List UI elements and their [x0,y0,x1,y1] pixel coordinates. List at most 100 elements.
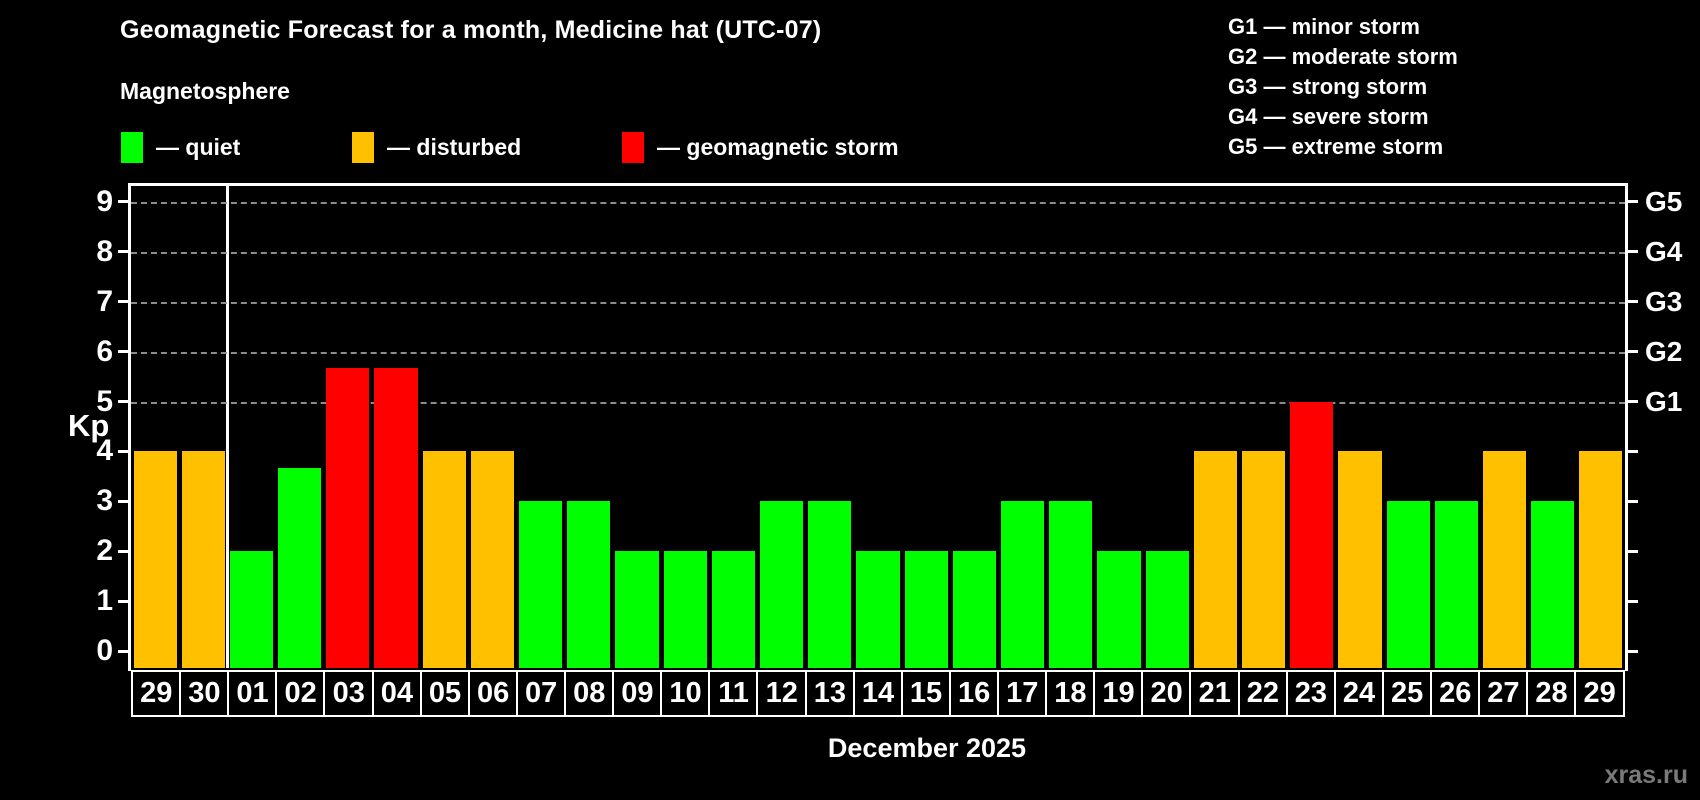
right-tick-9 [1625,200,1638,204]
date-box-15: 15 [900,670,952,717]
gridline-kp-7 [131,301,1625,304]
y-tick-label-9: 9 [96,184,113,218]
x-axis-date-row: 29 30 01 02 03 04 05 06 07 08 09 10 11 12 13 14 15 16 17 18… [131,670,1625,717]
legend-label-quiet: — quiet [156,133,241,160]
y-tick-label-1: 1 [96,584,113,618]
y-tick-3 [118,499,131,503]
kp-bar-01 [229,551,274,668]
y-tick-label-3: 3 [96,484,113,518]
kp-bar-30 [181,451,225,668]
y-tick-0 [118,649,131,653]
y-axis-title: Kp [68,408,110,443]
date-box-18: 18 [1045,670,1096,717]
storm-color-swatch [622,131,644,163]
date-box-04: 04 [371,670,423,717]
right-tick-2 [1625,549,1638,553]
date-box-11: 11 [708,670,759,717]
right-tick-7 [1625,300,1638,304]
y-tick-9 [118,200,131,204]
right-tick-4 [1625,449,1638,453]
kp-bar-08 [567,501,611,668]
g-axis-label-G5: G5 [1645,185,1683,217]
g3-legend-row: G3 — strong storm [1228,74,1428,99]
date-box-29: 29 [1574,670,1625,717]
plot-area: 0 1 2 3 4 5 6 7 8 9 G1 G2 G3 G4 G5 [96,183,1682,671]
date-box-08: 08 [563,670,615,717]
kp-bar-21 [1193,451,1237,668]
date-box-07: 07 [515,670,567,717]
gridline-kp-9 [131,201,1625,204]
chart-title: Geomagnetic Forecast for a month, Medici… [120,16,822,44]
kp-bar-13 [808,501,852,668]
date-box-26: 26 [1429,670,1481,717]
y-tick-6 [118,350,131,354]
legend-label-disturbed: — disturbed [387,133,522,160]
right-tick-8 [1625,250,1638,254]
right-tick-6 [1625,350,1638,354]
legend-item-disturbed: — disturbed [352,130,521,164]
date-box-27: 27 [1478,670,1529,717]
chart-subtitle: Magnetosphere [120,78,290,104]
date-box-06: 06 [467,670,519,717]
legend-item-quiet: — quiet [121,130,240,164]
kp-bar-12 [760,501,804,668]
y-axis-line [128,183,131,671]
date-box-29: 29 [131,670,182,717]
date-box-12: 12 [756,670,808,717]
right-tick-0 [1625,649,1638,653]
kp-bar-09 [615,551,659,668]
kp-bar-06 [470,451,515,668]
g-axis-label-G4: G4 [1645,235,1683,267]
date-box-25: 25 [1381,670,1433,717]
kp-bar-03 [326,368,370,668]
date-box-03: 03 [323,670,375,717]
date-box-19: 19 [1093,670,1144,717]
legend-item-storm: — geomagnetic storm [622,130,899,164]
legend-label-storm: — geomagnetic storm [657,133,899,160]
y-tick-label-2: 2 [96,534,113,568]
right-axis-line [1625,183,1628,671]
kp-bar-17 [1000,501,1045,668]
kp-bar-23 [1290,401,1334,668]
y-tick-label-0: 0 [96,634,113,668]
gridline-kp-8 [131,251,1625,254]
y-tick-8 [118,250,131,254]
g-axis-label-G1: G1 [1645,385,1683,417]
y-tick-5 [118,400,131,404]
date-box-01: 01 [227,670,278,717]
g-axis-label-G3: G3 [1645,285,1683,317]
date-box-13: 13 [804,670,856,717]
kp-bar-27 [1482,451,1527,668]
y-tick-label-5: 5 [96,384,113,418]
date-box-21: 21 [1189,670,1241,717]
date-box-17: 17 [996,670,1048,717]
g4-legend-row: G4 — severe storm [1228,104,1429,129]
kp-bar-14 [856,551,900,668]
disturbed-color-swatch [352,131,374,163]
kp-bar-04 [374,368,418,668]
kp-bar-11 [711,551,755,668]
date-box-28: 28 [1526,670,1577,717]
kp-bar-22 [1241,451,1286,668]
date-box-23: 23 [1285,670,1337,717]
y-tick-2 [118,549,131,553]
watermark: xras.ru [1604,761,1688,789]
quiet-color-swatch [121,131,143,163]
date-box-10: 10 [660,670,711,717]
x-axis-month-label: December 2025 [827,733,1027,763]
date-box-14: 14 [852,670,904,717]
date-box-30: 30 [179,670,230,717]
kp-bar-26 [1434,501,1478,668]
kp-bar-07 [519,501,563,668]
right-tick-5 [1625,400,1638,404]
date-box-16: 16 [948,670,1000,717]
gridline-kp-5 [131,401,1625,404]
y-tick-4 [118,449,131,453]
date-box-09: 09 [612,670,663,717]
y-tick-1 [118,599,131,603]
g2-legend-row: G2 — moderate storm [1228,44,1458,69]
y-tick-7 [118,300,131,304]
date-box-20: 20 [1141,670,1192,717]
g1-legend-row: G1 — minor storm [1228,14,1420,39]
